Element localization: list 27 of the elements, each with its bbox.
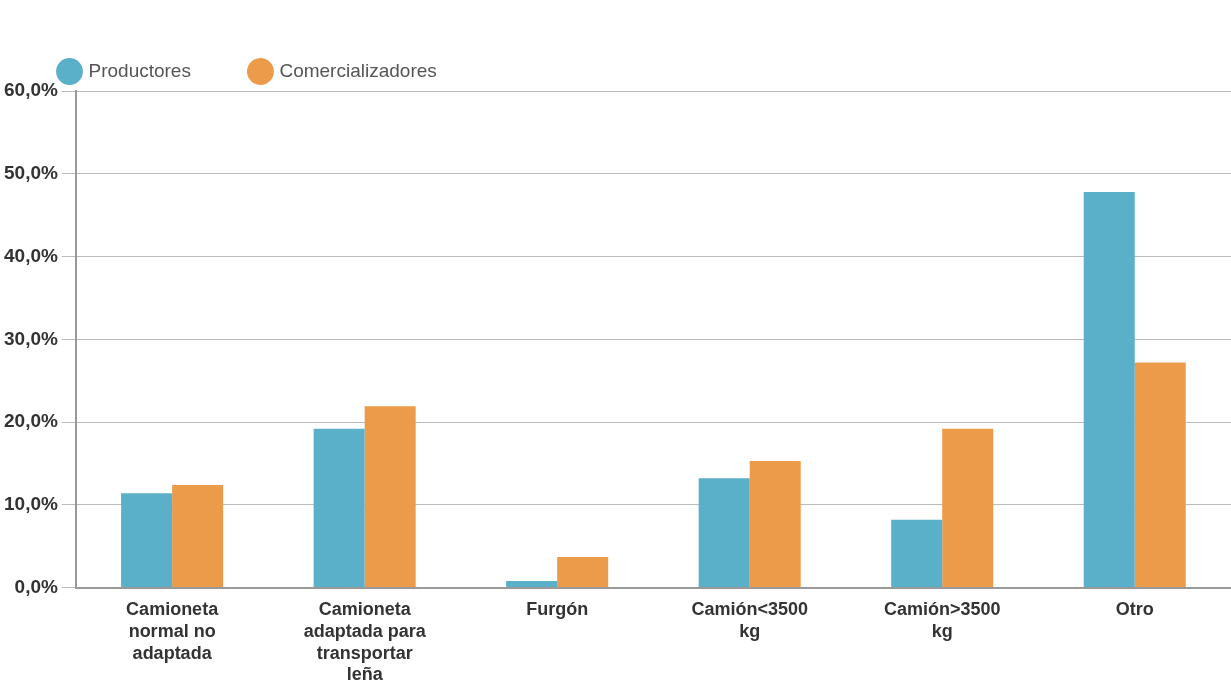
x-tick-label: Camión<3500 kg — [691, 599, 808, 641]
y-tick-label: 20,0% — [4, 410, 58, 432]
y-tick-label: 50,0% — [4, 162, 58, 183]
bar — [364, 406, 416, 588]
y-tick-label: 0,0% — [14, 575, 58, 597]
bar — [506, 580, 558, 588]
bar — [172, 484, 224, 588]
y-tick-label: 30,0% — [4, 327, 58, 349]
x-tick-label: Otro — [1115, 599, 1154, 620]
bar — [313, 428, 365, 588]
y-tick-label: 40,0% — [4, 244, 58, 266]
x-tick-label: Camioneta adaptada para transportar leña — [303, 599, 427, 685]
bar — [942, 428, 994, 588]
legend-label: Productores — [88, 59, 191, 81]
legend-label: Comercializadores — [279, 59, 437, 81]
bar — [121, 493, 173, 588]
y-tick-label: 10,0% — [4, 493, 58, 515]
x-tick-label: Furgón — [526, 599, 589, 620]
bar — [749, 460, 801, 588]
bar — [1134, 362, 1186, 588]
x-tick-label: Camión>3500 kg — [883, 599, 1001, 641]
bar — [891, 519, 943, 588]
bar — [557, 556, 609, 588]
bar — [1083, 191, 1135, 588]
y-tick-label: 60,0% — [4, 79, 58, 101]
bar — [698, 478, 750, 588]
x-tick-label: Camioneta normal no adaptada — [126, 599, 220, 663]
